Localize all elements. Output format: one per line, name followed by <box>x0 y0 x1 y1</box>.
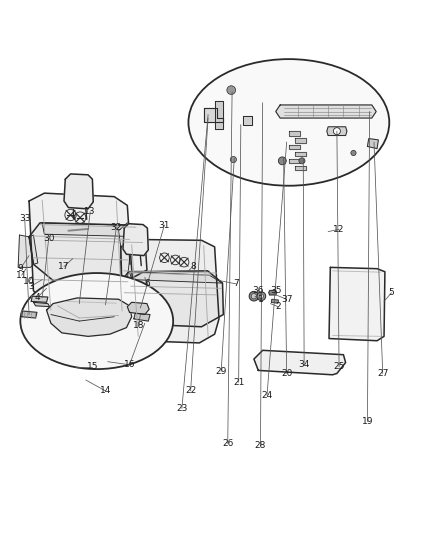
Text: 29: 29 <box>215 367 227 376</box>
Text: 13: 13 <box>85 207 96 216</box>
Text: 10: 10 <box>23 277 35 286</box>
Circle shape <box>279 157 286 165</box>
Circle shape <box>351 150 356 156</box>
Polygon shape <box>289 131 300 135</box>
Text: 37: 37 <box>281 295 293 304</box>
Polygon shape <box>29 223 147 282</box>
Text: 7: 7 <box>233 279 239 288</box>
Circle shape <box>249 292 259 301</box>
Polygon shape <box>367 139 378 149</box>
Text: 32: 32 <box>111 223 122 232</box>
Polygon shape <box>31 296 48 302</box>
Polygon shape <box>121 239 219 343</box>
Circle shape <box>259 294 264 298</box>
Polygon shape <box>134 313 150 321</box>
Polygon shape <box>269 290 277 295</box>
Text: 27: 27 <box>377 369 389 378</box>
Text: 20: 20 <box>281 369 292 378</box>
Circle shape <box>227 86 236 94</box>
Polygon shape <box>254 350 346 375</box>
Text: 15: 15 <box>87 362 98 372</box>
Text: 25: 25 <box>333 362 345 372</box>
Polygon shape <box>121 271 223 327</box>
Text: 11: 11 <box>16 271 28 280</box>
Text: 9: 9 <box>18 264 23 273</box>
Text: 6: 6 <box>144 279 150 288</box>
Text: 21: 21 <box>233 378 244 387</box>
Polygon shape <box>289 145 300 149</box>
Polygon shape <box>276 105 376 118</box>
Text: 35: 35 <box>270 286 282 295</box>
Text: 2: 2 <box>275 302 281 311</box>
Polygon shape <box>329 268 385 341</box>
Text: 16: 16 <box>124 360 135 369</box>
Text: 1: 1 <box>258 295 263 304</box>
Polygon shape <box>295 152 306 157</box>
Polygon shape <box>272 299 279 303</box>
Text: 19: 19 <box>362 417 373 426</box>
Text: 31: 31 <box>159 221 170 230</box>
Text: 4: 4 <box>35 293 41 302</box>
Ellipse shape <box>20 273 173 369</box>
Circle shape <box>299 158 305 164</box>
Circle shape <box>251 294 257 299</box>
Polygon shape <box>18 235 33 268</box>
Polygon shape <box>121 280 127 310</box>
Text: 12: 12 <box>333 225 345 234</box>
Text: 23: 23 <box>176 404 187 413</box>
Text: 5: 5 <box>389 288 394 297</box>
Text: 34: 34 <box>298 360 310 369</box>
Circle shape <box>257 292 266 301</box>
Polygon shape <box>119 223 136 282</box>
Circle shape <box>333 128 340 135</box>
Text: 33: 33 <box>19 214 31 223</box>
Text: 14: 14 <box>100 386 111 395</box>
Polygon shape <box>64 174 93 209</box>
Polygon shape <box>127 302 149 314</box>
Polygon shape <box>130 272 223 283</box>
Polygon shape <box>123 224 148 256</box>
Polygon shape <box>327 127 347 135</box>
Circle shape <box>230 157 237 163</box>
Text: 36: 36 <box>253 286 264 295</box>
Text: 3: 3 <box>28 281 34 290</box>
Polygon shape <box>295 138 306 142</box>
Polygon shape <box>289 159 300 164</box>
Polygon shape <box>29 193 134 317</box>
Polygon shape <box>33 302 49 306</box>
Ellipse shape <box>188 59 389 185</box>
Polygon shape <box>215 101 223 129</box>
Polygon shape <box>29 235 38 264</box>
Polygon shape <box>204 108 223 123</box>
Polygon shape <box>42 223 145 237</box>
Polygon shape <box>295 166 306 171</box>
Text: 28: 28 <box>255 441 266 450</box>
Text: 22: 22 <box>185 386 196 395</box>
Text: 8: 8 <box>190 262 196 271</box>
Polygon shape <box>21 311 37 318</box>
Polygon shape <box>243 116 252 125</box>
Text: 30: 30 <box>43 233 54 243</box>
Text: 17: 17 <box>58 262 70 271</box>
Text: 24: 24 <box>261 391 272 400</box>
Text: 18: 18 <box>132 321 144 330</box>
Polygon shape <box>46 298 132 336</box>
Text: 26: 26 <box>222 439 233 448</box>
